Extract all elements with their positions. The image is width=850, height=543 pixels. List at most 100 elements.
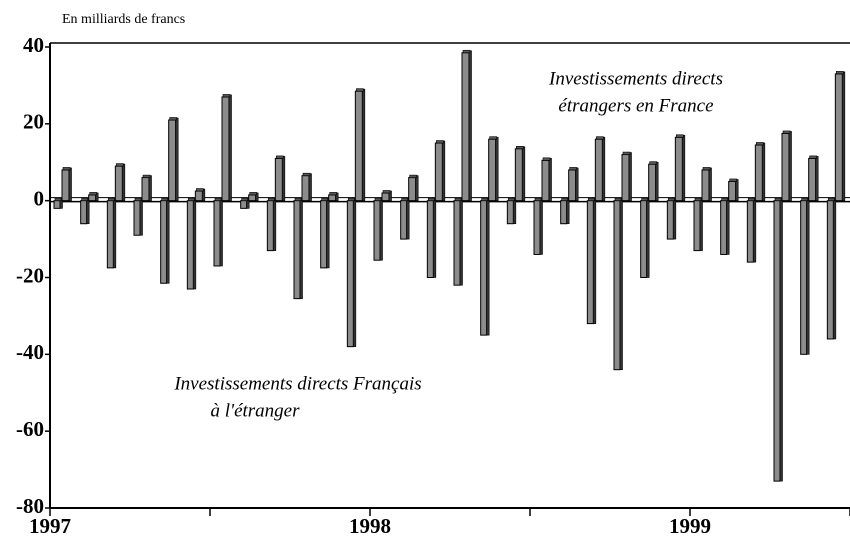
bar-face xyxy=(106,200,114,269)
bar-face xyxy=(134,197,142,201)
bar xyxy=(114,163,126,202)
bar-face xyxy=(808,157,817,202)
bar-face xyxy=(753,198,757,263)
bar-face xyxy=(800,200,808,355)
bar-face xyxy=(328,194,337,202)
bar-face xyxy=(266,200,274,252)
bar xyxy=(746,197,757,263)
bar-face xyxy=(516,146,524,150)
bar xyxy=(400,197,410,240)
bar xyxy=(666,197,677,240)
bar-face xyxy=(166,198,170,284)
bar-face xyxy=(788,131,792,201)
y-tick-label: -60 xyxy=(16,417,44,441)
bar-face xyxy=(409,174,417,178)
bar-face xyxy=(321,197,328,201)
bar-face xyxy=(602,136,606,201)
bar xyxy=(693,197,703,252)
bar-face xyxy=(514,148,523,202)
bar-face xyxy=(746,200,754,263)
bar-face xyxy=(408,177,417,202)
bar-face xyxy=(248,194,257,202)
y-tick-label: 20 xyxy=(23,110,44,134)
bar-face xyxy=(480,200,488,336)
bar-face xyxy=(588,197,595,201)
bar-face xyxy=(293,200,301,300)
bar xyxy=(141,174,152,202)
bar-face xyxy=(362,88,366,201)
bar xyxy=(346,197,357,348)
bar-face xyxy=(735,179,739,201)
bar-face xyxy=(161,197,168,201)
bar-face xyxy=(682,134,686,201)
bar-face xyxy=(249,192,257,196)
bar-face xyxy=(756,142,764,146)
bar xyxy=(541,157,552,202)
bar-face xyxy=(228,94,232,201)
bar-face xyxy=(400,200,408,240)
bar xyxy=(586,197,597,325)
bar xyxy=(800,197,810,355)
bar-face xyxy=(116,163,124,167)
bar xyxy=(701,167,712,202)
bar-face xyxy=(613,200,621,371)
y-tick-label: -40 xyxy=(16,340,44,364)
bar xyxy=(106,197,117,269)
bar-face xyxy=(489,136,497,140)
bar-face xyxy=(779,198,783,482)
bar-face xyxy=(442,140,446,201)
bar-face xyxy=(569,167,577,171)
bar-face xyxy=(646,198,650,278)
bar-face xyxy=(274,157,283,202)
bar-face xyxy=(329,192,337,196)
bar xyxy=(728,178,739,202)
bar-face xyxy=(506,200,514,225)
bar-face xyxy=(486,198,490,336)
bar xyxy=(426,197,437,279)
bar xyxy=(568,167,579,202)
bar-face xyxy=(673,198,677,240)
bar xyxy=(221,94,232,202)
bar-face xyxy=(453,200,461,286)
bar-face xyxy=(495,136,499,201)
bar-face xyxy=(241,197,248,201)
bar-face xyxy=(619,198,623,371)
bar-face xyxy=(640,200,648,279)
bar-face xyxy=(729,178,737,182)
bar-face xyxy=(575,167,579,201)
bar-face xyxy=(196,188,204,192)
y-tick-label: -80 xyxy=(16,494,44,518)
bar xyxy=(354,88,366,202)
bar-face xyxy=(308,173,312,201)
bar xyxy=(506,197,517,225)
bar-face xyxy=(513,198,517,225)
bar xyxy=(293,197,303,300)
bar-face xyxy=(142,174,151,178)
bar-face xyxy=(539,198,543,255)
bar xyxy=(240,197,250,209)
bar-face xyxy=(568,169,577,202)
bar-face xyxy=(282,156,286,201)
bar-face xyxy=(193,198,197,290)
bar-face xyxy=(648,163,657,202)
bar-face xyxy=(373,200,381,261)
bar-face xyxy=(214,197,222,201)
bar-face xyxy=(133,200,141,236)
bar-face xyxy=(699,198,703,251)
bar-face xyxy=(508,197,515,201)
bar-face xyxy=(188,197,195,201)
annotation: à l'étranger xyxy=(210,400,300,421)
bar-face xyxy=(186,200,194,290)
annotation: Investissements directs Français xyxy=(173,373,421,394)
bar-face xyxy=(219,198,223,267)
y-tick-label: -20 xyxy=(16,263,44,287)
bar-face xyxy=(594,138,603,202)
bar-face xyxy=(481,197,488,201)
bar-face xyxy=(454,197,462,201)
bar-face xyxy=(782,130,791,134)
bar xyxy=(194,188,206,202)
bar-face xyxy=(428,197,435,201)
bar-face xyxy=(294,197,302,201)
bar xyxy=(453,197,463,286)
bar xyxy=(320,197,330,269)
